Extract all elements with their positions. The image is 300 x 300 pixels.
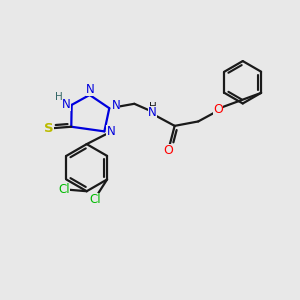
Text: N: N	[106, 125, 115, 139]
Text: O: O	[163, 144, 173, 158]
Text: N: N	[111, 99, 120, 112]
Text: S: S	[44, 122, 54, 135]
Text: H: H	[149, 102, 157, 112]
Text: N: N	[62, 98, 71, 111]
Text: N: N	[148, 106, 157, 119]
Text: Cl: Cl	[89, 193, 101, 206]
Text: N: N	[86, 82, 94, 95]
Text: Cl: Cl	[58, 183, 70, 196]
Text: H: H	[56, 92, 63, 102]
Text: O: O	[213, 103, 223, 116]
